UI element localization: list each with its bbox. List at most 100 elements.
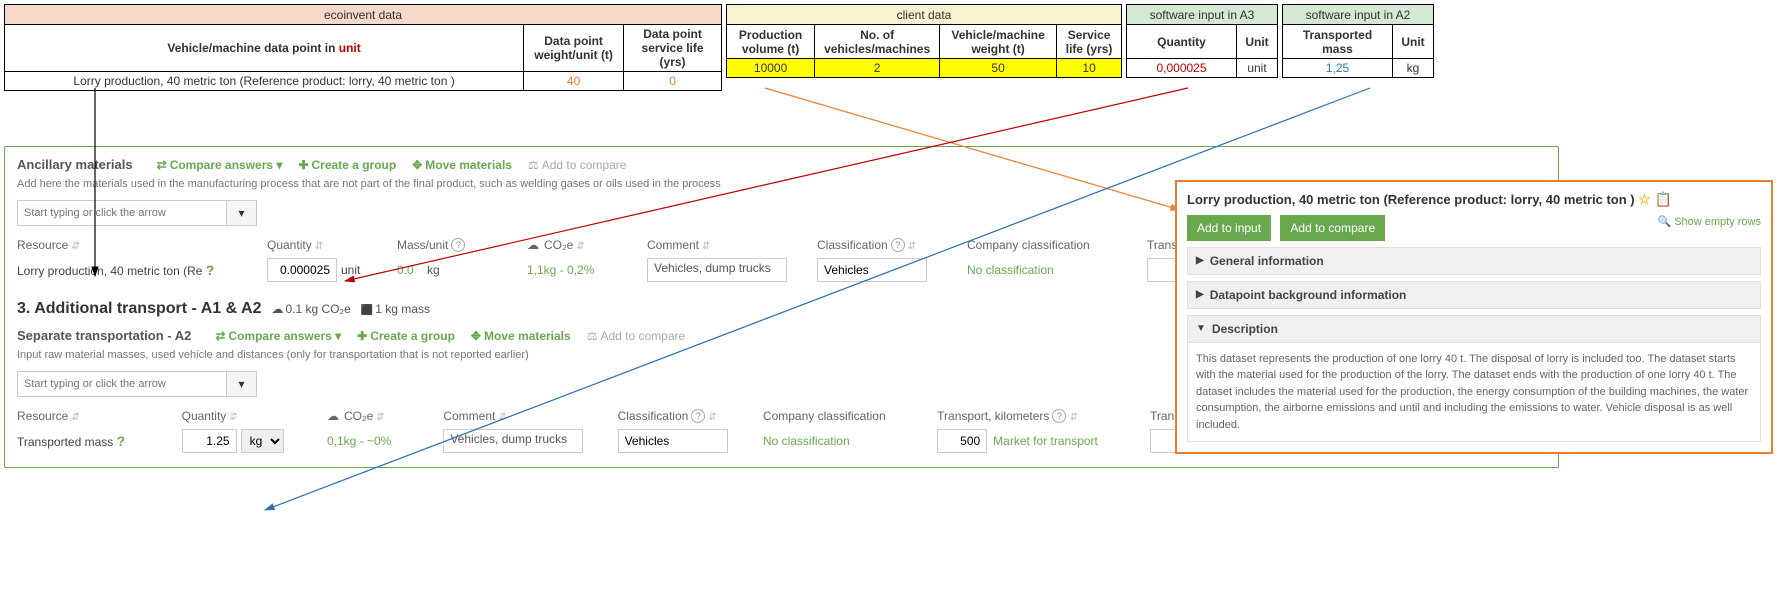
show-empty-rows-link[interactable]: Show empty rows bbox=[1657, 215, 1761, 228]
client-val1[interactable]: 10000 bbox=[727, 59, 815, 78]
compare-answers-link[interactable]: Compare answers ▾ bbox=[157, 158, 283, 172]
cloud-icon bbox=[527, 238, 541, 252]
question-icon[interactable]: ? bbox=[117, 433, 126, 449]
col-quantity-2[interactable]: Quantity bbox=[182, 409, 227, 423]
acc-description[interactable]: ▼Description bbox=[1187, 315, 1761, 343]
help-icon[interactable]: ? bbox=[691, 409, 705, 423]
acc-general-info[interactable]: ▶General information bbox=[1187, 247, 1761, 275]
transport-km-input[interactable] bbox=[937, 429, 987, 453]
col-resource[interactable]: Resource bbox=[17, 238, 68, 252]
col-company-2: Company classification bbox=[763, 409, 886, 423]
row-resource[interactable]: Lorry production, 40 metric ton (Re bbox=[17, 264, 202, 278]
company-class[interactable]: No classification bbox=[967, 263, 1127, 277]
col-resource-2[interactable]: Resource bbox=[17, 409, 68, 423]
comment-input[interactable]: Vehicles, dump trucks bbox=[647, 258, 787, 282]
sort-icon[interactable] bbox=[908, 238, 916, 252]
transport-search-input[interactable] bbox=[17, 371, 227, 397]
col-classification-2[interactable]: Classification bbox=[618, 409, 689, 423]
sort-icon[interactable] bbox=[1069, 409, 1077, 423]
a2-header: software input in A2 bbox=[1283, 5, 1434, 25]
clipboard-icon[interactable]: 📋 bbox=[1654, 191, 1671, 207]
transport-subtitle: Separate transportation - A2 bbox=[17, 328, 191, 343]
transport-dropdown-button[interactable]: ▾ bbox=[227, 371, 257, 397]
col-comment[interactable]: Comment bbox=[647, 238, 699, 252]
sort-icon[interactable] bbox=[71, 409, 79, 423]
col-co2e[interactable]: CO₂e bbox=[544, 238, 573, 252]
a2-val1: 1,25 bbox=[1283, 59, 1393, 78]
col-quantity[interactable]: Quantity bbox=[267, 238, 312, 252]
create-group-link[interactable]: Create a group bbox=[298, 158, 396, 172]
add-to-compare-link[interactable]: Add to compare bbox=[528, 158, 626, 172]
sort-icon[interactable] bbox=[71, 238, 79, 252]
ecoinvent-table: ecoinvent data Vehicle/machine data poin… bbox=[4, 4, 722, 91]
eco-val2: 0 bbox=[624, 72, 722, 91]
qty-input-2[interactable] bbox=[182, 429, 237, 453]
help-icon[interactable]: ? bbox=[1052, 409, 1066, 423]
col-company: Company classification bbox=[967, 238, 1090, 252]
eco-row-label: Lorry production, 40 metric ton (Referen… bbox=[5, 72, 524, 91]
co2-val: 1,1kg - 0,2% bbox=[527, 263, 627, 277]
eco-header: ecoinvent data bbox=[5, 5, 722, 25]
section2-title: 3. Additional transport - A1 & A2 bbox=[17, 300, 261, 318]
sort-icon[interactable] bbox=[376, 409, 384, 423]
eco-label-prefix: Vehicle/machine data point in bbox=[167, 41, 338, 55]
company-class-2[interactable]: No classification bbox=[763, 434, 917, 448]
client-col1: Production volume (t) bbox=[727, 25, 815, 59]
ancillary-dropdown-button[interactable]: ▾ bbox=[227, 200, 257, 226]
add-to-compare-button[interactable]: Add to compare bbox=[1280, 215, 1385, 241]
move-materials-link[interactable]: Move materials bbox=[412, 158, 512, 172]
sort-icon[interactable] bbox=[702, 238, 710, 252]
a2-col2: Unit bbox=[1393, 25, 1434, 59]
compare-answers-link-2[interactable]: Compare answers ▾ bbox=[215, 329, 341, 343]
a3-header: software input in A3 bbox=[1127, 5, 1278, 25]
client-table: client data Production volume (t) No. of… bbox=[726, 4, 1122, 78]
client-val2[interactable]: 2 bbox=[815, 59, 940, 78]
mass-val: 0.0 bbox=[397, 263, 414, 277]
sort-icon[interactable] bbox=[498, 409, 506, 423]
add-to-input-button[interactable]: Add to input bbox=[1187, 215, 1271, 241]
sort-icon[interactable] bbox=[708, 409, 716, 423]
description-body: This dataset represents the production o… bbox=[1187, 343, 1761, 443]
sub-co2: 0.1 kg CO₂e bbox=[285, 302, 350, 316]
client-val3[interactable]: 50 bbox=[940, 59, 1057, 78]
client-val4[interactable]: 10 bbox=[1057, 59, 1122, 78]
mass-unit: kg bbox=[427, 263, 440, 277]
client-header: client data bbox=[727, 5, 1122, 25]
star-icon[interactable]: ☆ bbox=[1638, 191, 1651, 207]
sort-icon[interactable] bbox=[229, 409, 237, 423]
a2-table: software input in A2 Transported mass Un… bbox=[1282, 4, 1434, 78]
ancillary-title: Ancillary materials bbox=[17, 157, 133, 172]
chevron-down-icon: ▼ bbox=[1196, 323, 1206, 334]
help-icon[interactable]: ? bbox=[451, 238, 465, 252]
col-classification[interactable]: Classification bbox=[817, 238, 888, 252]
col-co2e-2[interactable]: CO₂e bbox=[344, 409, 373, 423]
row-resource-2[interactable]: Transported mass bbox=[17, 435, 113, 449]
chevron-right-icon: ▶ bbox=[1196, 255, 1204, 266]
sort-icon[interactable] bbox=[315, 238, 323, 252]
help-icon[interactable]: ? bbox=[891, 238, 905, 252]
cloud-icon bbox=[327, 409, 341, 423]
cloud-icon bbox=[271, 302, 285, 316]
sub-mass: 1 kg mass bbox=[375, 302, 430, 316]
acc-background-info[interactable]: ▶Datapoint background information bbox=[1187, 281, 1761, 309]
transport-label[interactable]: Market for transport bbox=[993, 434, 1098, 448]
a3-col2: Unit bbox=[1237, 25, 1278, 59]
classification-input[interactable] bbox=[817, 258, 927, 282]
comment-input-2[interactable]: Vehicles, dump trucks bbox=[443, 429, 583, 453]
add-to-compare-link-2[interactable]: Add to compare bbox=[587, 329, 685, 343]
unit-select[interactable]: kg bbox=[241, 429, 284, 453]
col-comment-2[interactable]: Comment bbox=[443, 409, 495, 423]
col-transport-2[interactable]: Transport, kilometers bbox=[937, 409, 1049, 423]
move-materials-link-2[interactable]: Move materials bbox=[471, 329, 571, 343]
ancillary-search-input[interactable] bbox=[17, 200, 227, 226]
classification-input-2[interactable] bbox=[618, 429, 728, 453]
qty-input[interactable] bbox=[267, 258, 337, 282]
a3-val1: 0,000025 bbox=[1127, 59, 1237, 78]
a3-col1: Quantity bbox=[1127, 25, 1237, 59]
a3-table: software input in A3 Quantity Unit 0,000… bbox=[1126, 4, 1278, 78]
sort-icon[interactable] bbox=[576, 238, 584, 252]
client-col4: Service life (yrs) bbox=[1057, 25, 1122, 59]
create-group-link-2[interactable]: Create a group bbox=[357, 329, 455, 343]
top-tables-row: ecoinvent data Vehicle/machine data poin… bbox=[4, 4, 1775, 91]
question-icon[interactable]: ? bbox=[206, 262, 215, 278]
